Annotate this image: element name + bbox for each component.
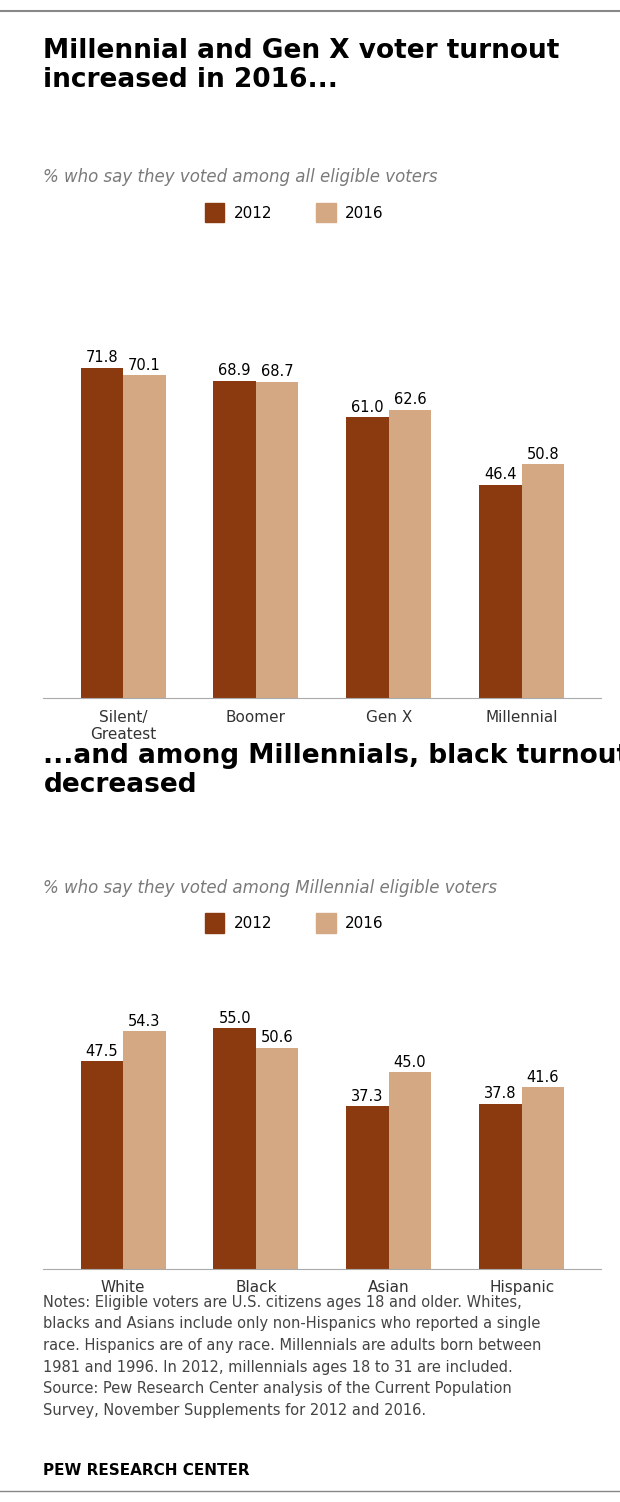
Text: 2016: 2016 bbox=[345, 916, 384, 931]
Bar bbox=[521, 464, 564, 698]
Text: 62.6: 62.6 bbox=[394, 392, 427, 407]
Text: PEW RESEARCH CENTER: PEW RESEARCH CENTER bbox=[43, 1463, 250, 1478]
Text: 55.0: 55.0 bbox=[218, 1011, 251, 1026]
Bar bbox=[213, 1029, 256, 1269]
Text: 41.6: 41.6 bbox=[527, 1069, 559, 1084]
Bar bbox=[347, 418, 389, 698]
Text: % who say they voted among all eligible voters: % who say they voted among all eligible … bbox=[43, 168, 438, 186]
Text: 47.5: 47.5 bbox=[86, 1044, 118, 1059]
Text: ...and among Millennials, black turnout
decreased: ...and among Millennials, black turnout … bbox=[43, 743, 620, 799]
Text: Millennial and Gen X voter turnout
increased in 2016...: Millennial and Gen X voter turnout incre… bbox=[43, 38, 560, 93]
Text: 37.8: 37.8 bbox=[484, 1086, 516, 1101]
Text: 50.8: 50.8 bbox=[526, 446, 559, 461]
Bar bbox=[479, 1104, 521, 1269]
Text: 70.1: 70.1 bbox=[128, 357, 161, 372]
Bar bbox=[123, 376, 166, 698]
Text: 2012: 2012 bbox=[233, 916, 272, 931]
Bar bbox=[123, 1032, 166, 1269]
Bar bbox=[389, 1072, 432, 1269]
Bar bbox=[389, 410, 432, 698]
Text: 46.4: 46.4 bbox=[484, 467, 516, 482]
Bar bbox=[347, 1105, 389, 1269]
Text: 71.8: 71.8 bbox=[86, 350, 118, 365]
Bar bbox=[521, 1087, 564, 1269]
Bar bbox=[81, 368, 123, 698]
Text: 54.3: 54.3 bbox=[128, 1014, 161, 1029]
Bar bbox=[256, 382, 298, 698]
Text: 61.0: 61.0 bbox=[352, 400, 384, 415]
Text: Notes: Eligible voters are U.S. citizens ages 18 and older. Whites,
blacks and A: Notes: Eligible voters are U.S. citizens… bbox=[43, 1295, 542, 1418]
Bar bbox=[81, 1060, 123, 1269]
Bar bbox=[479, 485, 521, 698]
Text: 68.7: 68.7 bbox=[261, 363, 293, 379]
Text: 68.9: 68.9 bbox=[218, 363, 251, 379]
Text: 37.3: 37.3 bbox=[352, 1089, 384, 1104]
Bar bbox=[213, 382, 256, 698]
Text: 50.6: 50.6 bbox=[261, 1030, 293, 1045]
Text: % who say they voted among Millennial eligible voters: % who say they voted among Millennial el… bbox=[43, 879, 497, 897]
Text: 45.0: 45.0 bbox=[394, 1054, 427, 1069]
Text: 2016: 2016 bbox=[345, 206, 384, 221]
Bar bbox=[256, 1047, 298, 1269]
Text: 2012: 2012 bbox=[233, 206, 272, 221]
